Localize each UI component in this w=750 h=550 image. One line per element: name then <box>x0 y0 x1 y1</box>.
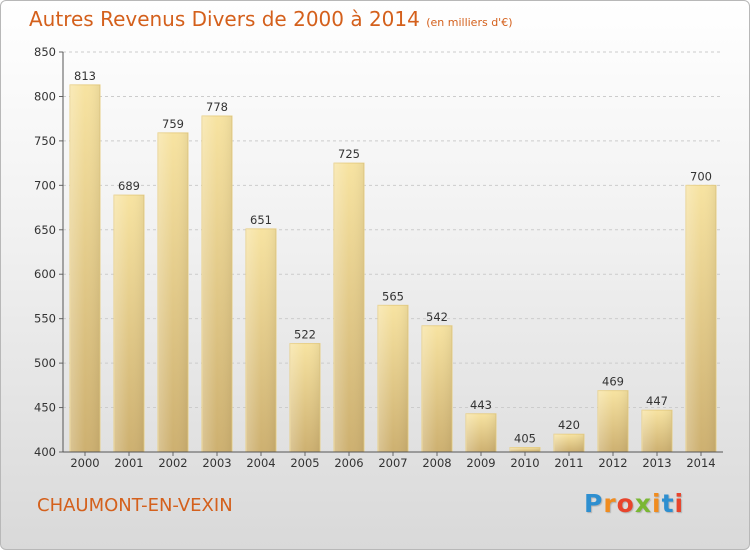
x-tick-label: 2003 <box>202 456 231 470</box>
labels-group: 400 450 500 550 600 650 700 750 800 850 813 2000 689… <box>34 45 716 470</box>
x-tick-label: 2013 <box>642 456 671 470</box>
logo-letter: t <box>661 489 675 518</box>
logo-letter: r <box>603 489 617 518</box>
commune-name: CHAUMONT-EN-VEXIN <box>37 495 233 516</box>
value-label-2001: 689 <box>118 179 140 193</box>
bar-shade <box>290 343 320 452</box>
bar-shade <box>158 132 188 452</box>
value-label-2008: 542 <box>426 310 448 324</box>
chart-title: Autres Revenus Divers de 2000 à 2014 (en… <box>29 7 513 31</box>
bar-shade <box>202 116 232 452</box>
logo-letter: i <box>652 489 662 518</box>
value-label-2003: 778 <box>206 100 228 114</box>
value-label-2000: 813 <box>74 69 96 83</box>
value-label-2007: 565 <box>382 289 404 303</box>
value-label-2005: 522 <box>294 328 316 342</box>
x-tick-label: 2006 <box>334 456 363 470</box>
y-tick-label: 750 <box>34 134 56 148</box>
x-tick-label: 2008 <box>422 456 451 470</box>
y-tick-label: 400 <box>34 445 56 459</box>
value-label-2010: 405 <box>514 432 536 446</box>
bar-shade <box>334 163 364 452</box>
y-tick-label: 650 <box>34 223 56 237</box>
x-tick-label: 2004 <box>246 456 275 470</box>
bar-shade <box>554 434 584 452</box>
value-label-2011: 420 <box>558 418 580 432</box>
bars-group <box>69 84 717 453</box>
bar-shade <box>466 413 496 452</box>
bar-shade <box>114 195 144 452</box>
x-tick-label: 2007 <box>378 456 407 470</box>
y-tick-label: 500 <box>34 356 56 370</box>
x-tick-label: 2005 <box>290 456 319 470</box>
y-tick-label: 600 <box>34 267 56 281</box>
value-label-2002: 759 <box>162 117 184 131</box>
bar-shade <box>510 447 540 452</box>
value-label-2012: 469 <box>602 375 624 389</box>
logo-letter: o <box>616 489 635 518</box>
x-tick-label: 2010 <box>510 456 539 470</box>
x-tick-label: 2001 <box>114 456 143 470</box>
value-label-2004: 651 <box>250 213 272 227</box>
y-tick-label: 800 <box>34 89 56 103</box>
x-tick-label: 2011 <box>554 456 583 470</box>
y-tick-label: 450 <box>34 401 56 415</box>
value-label-2009: 443 <box>470 398 492 412</box>
logo-letter: x <box>634 489 652 518</box>
proxiti-logo[interactable]: Proxiti <box>584 489 684 518</box>
y-tick-label: 850 <box>34 45 56 59</box>
x-tick-label: 2012 <box>598 456 627 470</box>
logo-letter: i <box>674 489 685 518</box>
value-label-2014: 700 <box>690 169 712 183</box>
bar-shade <box>686 185 716 453</box>
x-tick-label: 2009 <box>466 456 495 470</box>
bar-shade <box>70 84 100 452</box>
value-label-2013: 447 <box>646 394 668 408</box>
chart-title-text: Autres Revenus Divers de 2000 à 2014 <box>29 7 420 31</box>
bar-shade <box>422 325 452 452</box>
y-tick-label: 700 <box>34 178 56 192</box>
value-label-2006: 725 <box>338 147 360 161</box>
logo-letter: P <box>584 489 604 518</box>
x-tick-label: 2014 <box>686 456 715 470</box>
x-tick-label: 2002 <box>158 456 187 470</box>
bar-shade <box>642 410 672 452</box>
bar-shade <box>598 390 628 452</box>
bar-shade <box>378 305 408 452</box>
chart-subtitle: (en milliers d'€) <box>426 16 513 29</box>
bar-shade <box>246 228 276 452</box>
axes-group <box>59 51 723 456</box>
y-tick-label: 550 <box>34 312 56 326</box>
x-tick-label: 2000 <box>70 456 99 470</box>
